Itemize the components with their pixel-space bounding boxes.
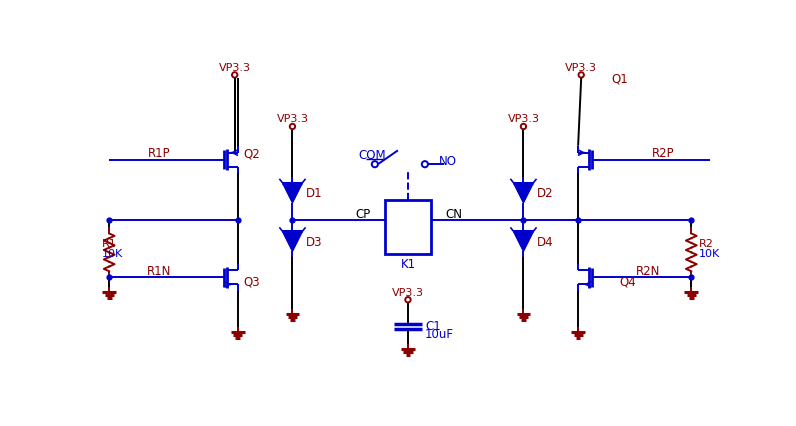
Text: VP3.3: VP3.3 (276, 114, 309, 124)
Text: Q4: Q4 (619, 275, 636, 288)
Text: VP3.3: VP3.3 (392, 287, 424, 297)
Text: COM: COM (359, 149, 386, 162)
Text: Q3: Q3 (243, 275, 259, 288)
Polygon shape (513, 232, 533, 252)
Text: CP: CP (356, 207, 371, 221)
Text: VP3.3: VP3.3 (508, 114, 540, 124)
Text: D1: D1 (306, 187, 323, 200)
Text: D3: D3 (306, 235, 323, 248)
Text: R1N: R1N (147, 265, 171, 277)
Polygon shape (283, 232, 302, 252)
Text: 10K: 10K (699, 248, 720, 258)
Text: Q1: Q1 (611, 72, 628, 85)
Text: R2P: R2P (652, 147, 675, 160)
Text: CN: CN (445, 207, 462, 221)
Text: 10K: 10K (102, 248, 123, 258)
Bar (384, 201, 431, 255)
Polygon shape (283, 183, 302, 203)
Text: D2: D2 (537, 187, 554, 200)
Text: 10uF: 10uF (425, 327, 454, 340)
Text: R1: R1 (102, 238, 117, 248)
Text: D4: D4 (537, 235, 554, 248)
Text: VP3.3: VP3.3 (565, 63, 597, 72)
Text: R2: R2 (699, 238, 714, 248)
Text: C1: C1 (425, 319, 441, 332)
Text: Q2: Q2 (243, 147, 260, 161)
Text: R1P: R1P (148, 147, 170, 160)
Text: VP3.3: VP3.3 (219, 63, 251, 72)
Text: K1: K1 (400, 257, 416, 271)
Text: NO: NO (439, 155, 457, 167)
Text: R2N: R2N (636, 265, 661, 277)
Polygon shape (513, 183, 533, 203)
